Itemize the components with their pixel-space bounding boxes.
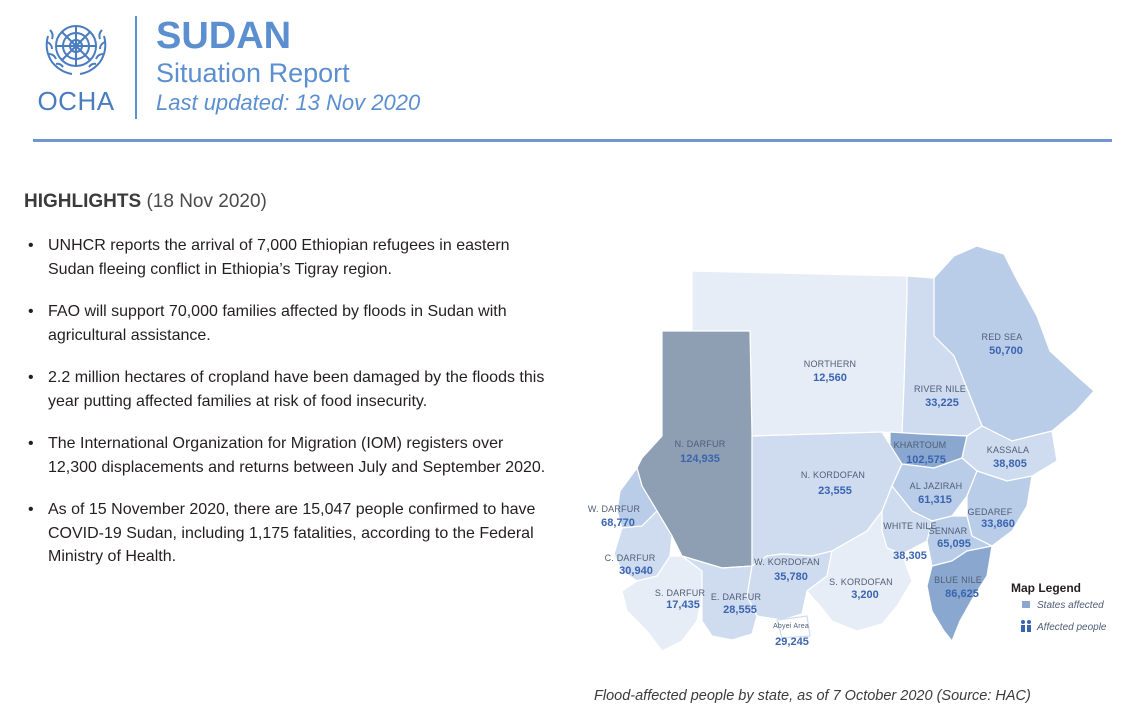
header-divider — [135, 16, 137, 119]
sudan-flood-map: NORTHERN 12,560 RED SEA 50,700 RIVER NIL… — [588, 245, 1107, 652]
state-label: E. DARFUR — [711, 592, 762, 602]
legend-title: Map Legend — [1011, 581, 1081, 595]
state-s-darfur — [621, 555, 703, 652]
page-title: SUDAN — [156, 15, 292, 57]
state-value: 3,200 — [851, 589, 879, 601]
legend-states-label: States affected — [1037, 600, 1104, 611]
map-legend: Map Legend States affected Affected peop… — [1011, 581, 1107, 633]
state-abyei — [776, 615, 811, 639]
ocha-wordmark: OCHA — [37, 86, 115, 116]
state-label: AL JAZIRAH — [910, 481, 963, 491]
people-icon — [1021, 620, 1031, 632]
state-label: N. KORDOFAN — [801, 470, 865, 480]
state-blue-nile — [926, 545, 993, 643]
state-label: GEDAREF — [968, 507, 1013, 517]
state-value: 65,095 — [937, 538, 971, 550]
state-label: BLUE NILE — [934, 575, 982, 585]
state-label: WHITE NILE — [883, 521, 937, 531]
last-updated: Last updated: 13 Nov 2020 — [156, 90, 421, 115]
state-value: 28,555 — [723, 604, 757, 616]
state-label: S. KORDOFAN — [829, 577, 893, 587]
state-label: SENNAR — [929, 526, 968, 536]
state-labels: NORTHERN 12,560 RED SEA 50,700 RIVER NIL… — [588, 332, 1029, 648]
state-label: RIVER NILE — [914, 384, 966, 394]
state-value: 102,575 — [906, 454, 946, 466]
highlights-date: (18 Nov 2020) — [146, 191, 267, 212]
state-value: 86,625 — [945, 588, 979, 600]
state-value: 29,245 — [775, 636, 809, 648]
map-caption: Flood-affected people by state, as of 7 … — [594, 688, 1031, 704]
state-value: 61,315 — [918, 494, 952, 506]
highlight-item: 2.2 million hectares of cropland have be… — [24, 366, 554, 413]
state-value: 33,225 — [925, 397, 959, 409]
legend-swatch — [1022, 601, 1030, 608]
state-s-kordofan — [806, 509, 913, 632]
state-label: KHARTOUM — [894, 440, 947, 450]
highlight-item: UNHCR reports the arrival of 7,000 Ethio… — [24, 234, 554, 281]
highlight-item: The International Organization for Migra… — [24, 432, 554, 479]
state-label: RED SEA — [982, 332, 1023, 342]
state-value: 38,305 — [893, 550, 927, 562]
state-value: 68,770 — [601, 517, 635, 529]
page-subtitle: Situation Report — [156, 58, 350, 88]
state-label: KASSALA — [987, 445, 1029, 455]
state-e-darfur — [681, 555, 758, 641]
legend-people-label: Affected people — [1036, 622, 1107, 633]
state-value: 50,700 — [989, 345, 1023, 357]
state-value: 23,555 — [818, 485, 852, 497]
highlights-label: HIGHLIGHTS — [24, 191, 142, 212]
state-value: 30,940 — [619, 565, 653, 577]
state-label: W. DARFUR — [588, 504, 641, 514]
highlights-heading: HIGHLIGHTS (18 Nov 2020) — [24, 191, 267, 213]
state-value: 124,935 — [680, 453, 720, 465]
state-value: 35,780 — [774, 571, 808, 583]
state-value: 33,860 — [981, 518, 1015, 530]
state-label: NORTHERN — [804, 359, 856, 369]
state-gedaref — [966, 470, 1033, 547]
un-emblem-icon — [45, 25, 107, 75]
state-value: 12,560 — [813, 372, 847, 384]
state-label: S. DARFUR — [655, 588, 706, 598]
title-block: SUDAN Situation Report Last updated: 13 … — [156, 14, 420, 118]
state-label: C. DARFUR — [605, 553, 656, 563]
highlights-list: UNHCR reports the arrival of 7,000 Ethio… — [24, 234, 554, 588]
state-value: 17,435 — [666, 599, 700, 611]
state-label: N. DARFUR — [675, 439, 726, 449]
state-value: 38,805 — [993, 458, 1027, 470]
header-rule — [33, 139, 1112, 142]
state-label: Abyei Area — [773, 623, 809, 630]
ocha-logo: OCHA — [30, 16, 122, 116]
highlight-item: FAO will support 70,000 families affecte… — [24, 300, 554, 347]
highlight-item: As of 15 November 2020, there are 15,047… — [24, 498, 554, 569]
state-label: W. KORDOFAN — [754, 557, 820, 567]
